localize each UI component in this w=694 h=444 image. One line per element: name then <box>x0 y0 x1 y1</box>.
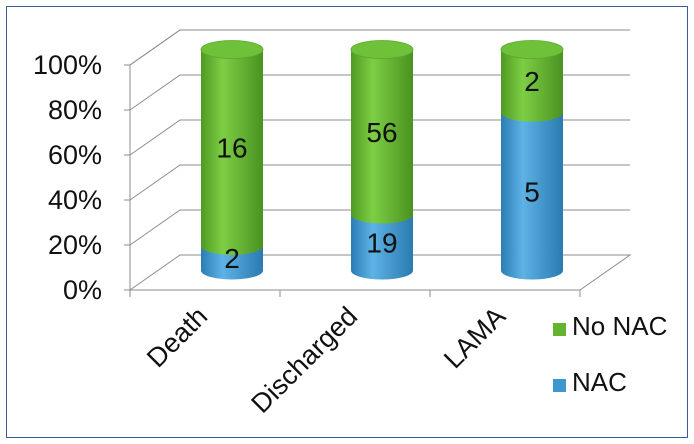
bar-group-lama: 52 <box>500 40 564 280</box>
chart-frame <box>6 6 688 438</box>
bar-cap <box>500 40 564 59</box>
gridline <box>129 209 630 246</box>
bar-segment-nac <box>201 245 263 280</box>
y-tick-label: 40% <box>48 185 102 215</box>
bar-segment-no-nac <box>351 49 413 224</box>
y-tick-label: 20% <box>48 230 102 260</box>
data-label-no-nac: 2 <box>524 66 540 97</box>
x-tick-label: Death <box>141 301 213 373</box>
gridline <box>129 164 630 201</box>
legend-label: NAC <box>572 367 627 397</box>
bar-segment-nac <box>501 112 563 280</box>
legend-label: No NAC <box>572 311 667 341</box>
gridline <box>129 29 630 66</box>
legend-swatch <box>553 379 566 392</box>
y-tick-label: 100% <box>33 50 102 80</box>
data-label-no-nac: 16 <box>216 133 247 164</box>
legend-swatch <box>553 323 566 336</box>
y-tick-label: 0% <box>63 275 102 305</box>
data-label-nac: 2 <box>224 243 240 274</box>
data-label-nac: 5 <box>524 177 540 208</box>
x-tick-label: LAMA <box>438 301 511 374</box>
bar-segment-nac <box>351 214 413 280</box>
legend: No NAC NAC <box>553 311 667 397</box>
y-tick-label: 60% <box>48 140 102 170</box>
y-axis: 0% 20% 40% 60% 80% 100% <box>33 50 131 305</box>
data-label-no-nac: 56 <box>366 117 397 148</box>
bar-cap <box>350 40 414 59</box>
gridline <box>129 74 630 111</box>
x-axis: Death Discharged LAMA <box>129 290 581 419</box>
bar-cap <box>200 40 264 59</box>
y-tick-label: 80% <box>48 95 102 125</box>
bar-group-death: 2 16 <box>200 40 264 280</box>
bar-segment-no-nac <box>201 49 263 255</box>
bar-segment-no-nac <box>501 49 563 122</box>
gridline <box>129 119 630 156</box>
x-tick-label: Discharged <box>245 301 363 419</box>
data-label-nac: 19 <box>366 228 397 259</box>
